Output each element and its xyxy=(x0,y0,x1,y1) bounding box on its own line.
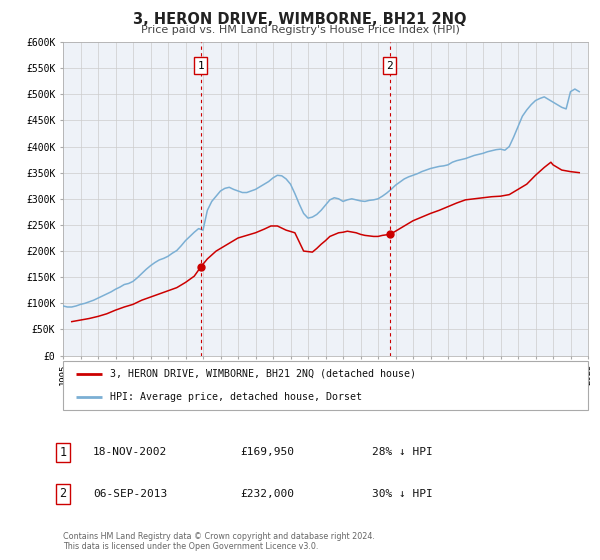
Text: 06-SEP-2013: 06-SEP-2013 xyxy=(93,489,167,499)
Text: 18-NOV-2002: 18-NOV-2002 xyxy=(93,447,167,458)
Text: 1: 1 xyxy=(59,446,67,459)
Text: 1: 1 xyxy=(197,60,204,71)
Text: 30% ↓ HPI: 30% ↓ HPI xyxy=(372,489,433,499)
Text: Contains HM Land Registry data © Crown copyright and database right 2024.
This d: Contains HM Land Registry data © Crown c… xyxy=(63,532,375,552)
Text: 2: 2 xyxy=(59,487,67,501)
Text: £232,000: £232,000 xyxy=(240,489,294,499)
FancyBboxPatch shape xyxy=(63,361,588,410)
Text: 28% ↓ HPI: 28% ↓ HPI xyxy=(372,447,433,458)
Text: £169,950: £169,950 xyxy=(240,447,294,458)
Text: HPI: Average price, detached house, Dorset: HPI: Average price, detached house, Dors… xyxy=(110,391,362,402)
Text: Price paid vs. HM Land Registry's House Price Index (HPI): Price paid vs. HM Land Registry's House … xyxy=(140,25,460,35)
Text: 3, HERON DRIVE, WIMBORNE, BH21 2NQ: 3, HERON DRIVE, WIMBORNE, BH21 2NQ xyxy=(133,12,467,27)
Text: 2: 2 xyxy=(386,60,393,71)
Text: 3, HERON DRIVE, WIMBORNE, BH21 2NQ (detached house): 3, HERON DRIVE, WIMBORNE, BH21 2NQ (deta… xyxy=(110,369,416,379)
